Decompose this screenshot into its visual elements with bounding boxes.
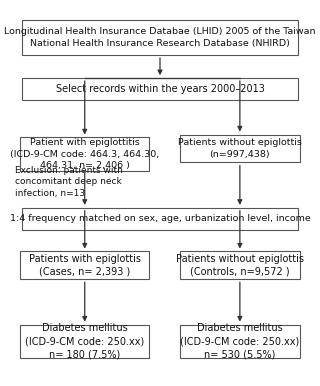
FancyBboxPatch shape [20,251,149,279]
Text: Patients with epiglottis
(Cases, n= 2,393 ): Patients with epiglottis (Cases, n= 2,39… [29,254,141,277]
FancyBboxPatch shape [22,78,298,100]
FancyBboxPatch shape [180,135,300,163]
FancyBboxPatch shape [20,325,149,358]
Text: Select records within the years 2000–2013: Select records within the years 2000–201… [56,84,264,94]
Text: Diabetes mellitus
(ICD-9-CM code: 250.xx)
n= 530 (5.5%): Diabetes mellitus (ICD-9-CM code: 250.xx… [180,323,300,359]
Text: Diabetes mellitus
(ICD-9-CM code: 250.xx)
n= 180 (7.5%): Diabetes mellitus (ICD-9-CM code: 250.xx… [25,323,144,359]
Text: Exclusion: patients with
concomitant deep neck
infection, n=13: Exclusion: patients with concomitant dee… [15,166,123,198]
FancyBboxPatch shape [180,325,300,358]
Text: Patient with epiglottitis
(ICD-9-CM code: 464.3, 464.30,
464.31, n= 2,406 ): Patient with epiglottitis (ICD-9-CM code… [10,138,159,170]
FancyBboxPatch shape [180,251,300,279]
FancyBboxPatch shape [22,208,298,230]
Text: 1:4 frequency matched on sex, age, urbanization level, income: 1:4 frequency matched on sex, age, urban… [10,215,310,223]
Text: Patients without epiglottis
(Controls, n=9,572 ): Patients without epiglottis (Controls, n… [176,254,304,277]
Text: Patients without epiglottis
(n=997,438): Patients without epiglottis (n=997,438) [178,138,302,159]
FancyBboxPatch shape [22,20,298,55]
FancyBboxPatch shape [20,137,149,171]
Text: Longitudinal Health Insurance Databae (LHID) 2005 of the Taiwan
National Health : Longitudinal Health Insurance Databae (L… [4,27,316,47]
